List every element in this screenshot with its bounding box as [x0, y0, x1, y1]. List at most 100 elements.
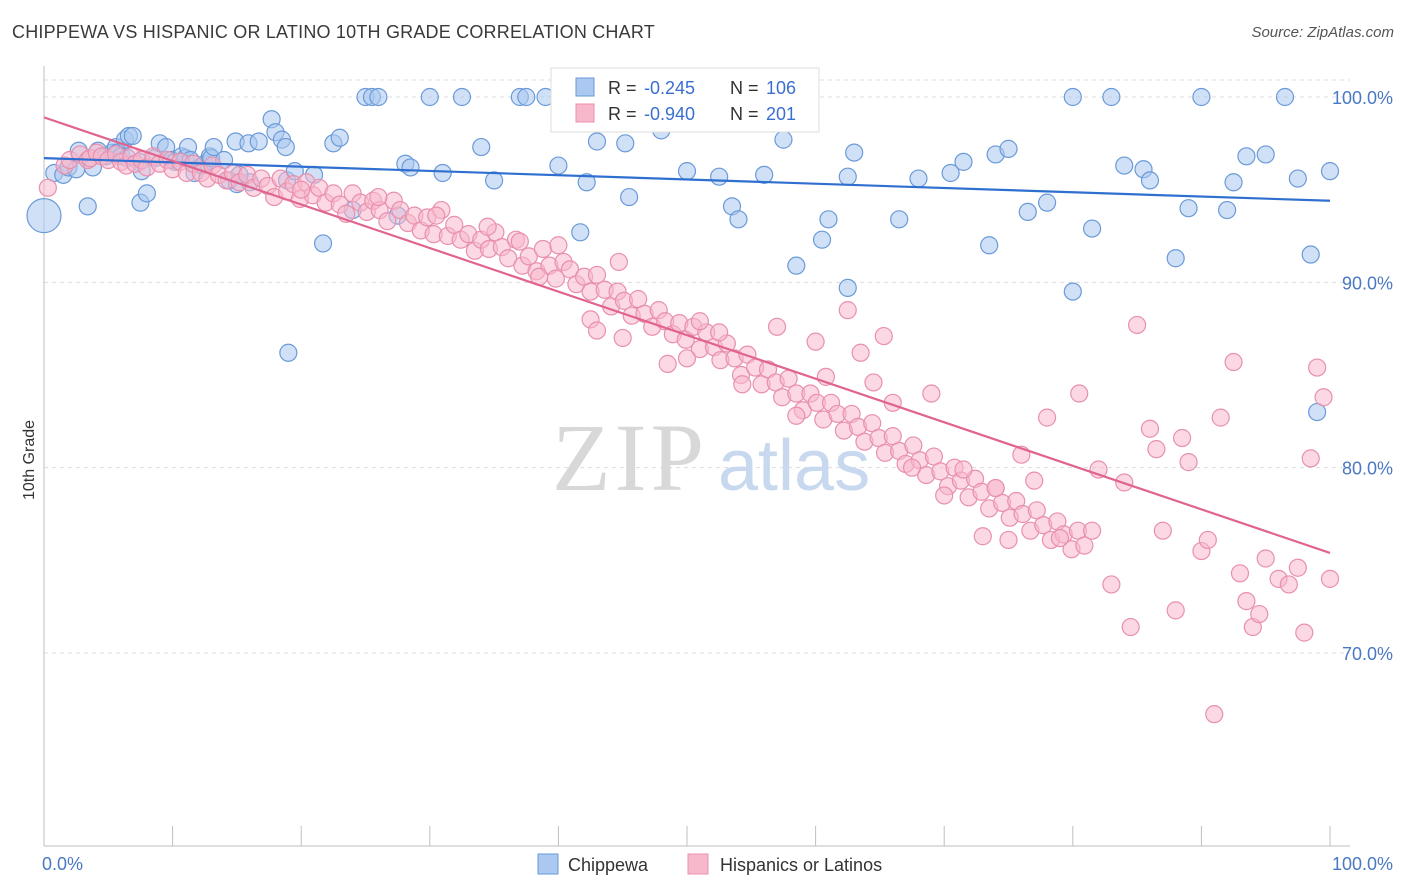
- hispanic-trendline: [43, 116, 1331, 554]
- hispanic-point: [1147, 440, 1166, 459]
- y-tick-label: 70.0%: [1342, 644, 1393, 664]
- chippewa-point: [677, 162, 697, 181]
- chippewa-point: [137, 184, 156, 203]
- chippewa-point: [838, 167, 857, 186]
- hispanic-point: [609, 252, 628, 272]
- bottom-legend: Chippewa Hispanics or Latinos: [537, 853, 882, 875]
- chippewa-point: [980, 236, 999, 255]
- legend-box: [550, 67, 820, 133]
- chippewa-point: [890, 210, 909, 229]
- legend-r-label-2: R =: [608, 104, 637, 124]
- y-tick-label: 90.0%: [1342, 273, 1393, 293]
- hispanic-point: [733, 375, 752, 394]
- hispanic-point: [1127, 315, 1147, 335]
- chippewa-point: [1192, 87, 1211, 107]
- hispanic-point: [1121, 617, 1140, 637]
- hispanic-point: [1256, 549, 1275, 568]
- hispanic-point: [1173, 428, 1192, 448]
- chippewa-point: [587, 132, 607, 151]
- legend-swatch-pink: [575, 103, 595, 123]
- chippewa-point: [401, 158, 420, 177]
- hispanic-point: [1295, 623, 1314, 642]
- chippewa-point: [433, 163, 452, 183]
- hispanic-point: [1198, 530, 1217, 550]
- hispanic-point: [587, 265, 607, 285]
- bottom-legend-swatch-pink: [687, 853, 709, 875]
- legend-n-value-2: 201: [766, 104, 796, 124]
- legend-r-value-2: -0.940: [644, 104, 695, 124]
- hispanic-point: [1140, 419, 1160, 438]
- hispanic-point: [986, 478, 1005, 498]
- chippewa-point: [26, 198, 62, 234]
- chippewa-point: [549, 156, 568, 175]
- hispanic-point: [1230, 564, 1250, 583]
- hispanic-point: [1314, 388, 1333, 407]
- legend-n-value-1: 106: [766, 78, 796, 98]
- hispanic-point: [519, 247, 538, 266]
- chippewa-point: [774, 130, 793, 149]
- hispanic-point: [587, 321, 607, 340]
- chippewa-point: [1301, 245, 1320, 264]
- y-tick-label: 100.0%: [1332, 88, 1393, 108]
- chippewa-point: [1288, 169, 1307, 188]
- legend-n-label-2: N =: [730, 104, 759, 124]
- hispanic-point: [1070, 384, 1089, 403]
- watermark-zip: ZIP: [552, 404, 708, 511]
- chippewa-point: [204, 137, 223, 157]
- chippewa-point: [1018, 202, 1037, 222]
- hispanic-point: [510, 232, 529, 251]
- hispanic-point: [658, 354, 677, 373]
- chippewa-point: [571, 223, 590, 242]
- hispanic-point: [1211, 408, 1230, 427]
- chippewa-point: [78, 197, 97, 216]
- chippewa-point: [1166, 249, 1185, 268]
- chippewa-point: [1063, 282, 1082, 301]
- legend-r-value-1: -0.245: [644, 78, 695, 98]
- chippewa-trendline: [43, 157, 1331, 202]
- chippewa-point: [755, 165, 774, 184]
- hispanic-point: [767, 317, 787, 336]
- hispanic-point: [1224, 352, 1243, 372]
- bottom-legend-swatch-blue: [537, 853, 559, 875]
- y-tick-label: 80.0%: [1342, 459, 1393, 479]
- chippewa-points: [26, 87, 1340, 422]
- hispanic-point: [1050, 528, 1070, 548]
- chippewa-point: [452, 87, 472, 107]
- chippewa-point: [1082, 219, 1102, 238]
- hispanic-point: [710, 323, 729, 342]
- chippewa-point: [1218, 200, 1237, 220]
- hispanic-point: [864, 373, 883, 392]
- chippewa-point: [1275, 87, 1295, 107]
- hispanic-point: [613, 328, 632, 348]
- hispanic-point: [999, 530, 1018, 550]
- hispanic-point: [478, 217, 497, 236]
- chippewa-point: [279, 343, 298, 362]
- chippewa-point: [616, 134, 635, 153]
- hispanic-point: [378, 212, 397, 231]
- chippewa-point: [1224, 173, 1243, 192]
- chippewa-point: [472, 137, 491, 157]
- trendlines: [43, 116, 1331, 554]
- hispanic-point: [292, 180, 311, 199]
- chippewa-point: [369, 87, 388, 107]
- chippewa-point: [249, 132, 268, 151]
- chippewa-point: [812, 230, 832, 249]
- chippewa-point: [1037, 193, 1057, 212]
- hispanic-point: [851, 343, 870, 362]
- hispanic-point: [935, 486, 954, 505]
- chippewa-point: [729, 210, 748, 229]
- hispanic-point: [38, 178, 57, 197]
- chippewa-point: [1102, 87, 1121, 107]
- x-tick-label-start: 0.0%: [42, 854, 83, 874]
- hispanic-point: [1037, 408, 1057, 427]
- hispanic-point: [1102, 575, 1121, 594]
- grid-lines: [44, 79, 1350, 654]
- hispanic-point: [838, 301, 857, 320]
- hispanic-point: [874, 326, 893, 346]
- hispanic-point: [787, 406, 806, 425]
- hispanic-point: [1075, 536, 1094, 555]
- y-tick-labels: 70.0% 80.0% 90.0% 100.0%: [1332, 88, 1393, 664]
- hispanic-point: [533, 239, 553, 259]
- legend-r-label-1: R =: [608, 78, 637, 98]
- chippewa-point: [1320, 162, 1340, 181]
